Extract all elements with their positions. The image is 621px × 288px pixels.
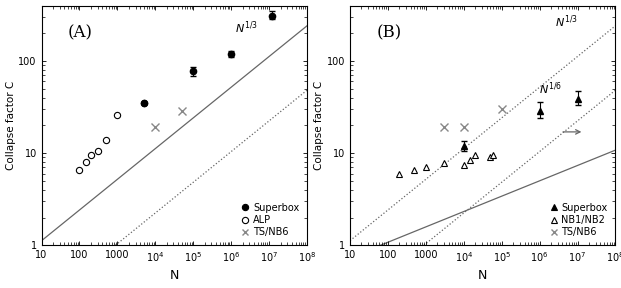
X-axis label: N: N [170,270,179,283]
X-axis label: N: N [478,270,487,283]
Text: $N^{1/6}$: $N^{1/6}$ [540,80,563,97]
Legend: Superbox, ALP, TS/NB6: Superbox, ALP, TS/NB6 [238,200,302,240]
Text: $N^{1/3}$: $N^{1/3}$ [235,19,258,36]
Y-axis label: Collapse factor C: Collapse factor C [314,81,324,170]
Y-axis label: Collapse factor C: Collapse factor C [6,81,16,170]
Text: (A): (A) [68,25,93,42]
Legend: Superbox, NB1/NB2, TS/NB6: Superbox, NB1/NB2, TS/NB6 [547,200,610,240]
Text: (B): (B) [376,25,402,42]
Text: $N^{1/3}$: $N^{1/3}$ [555,13,578,30]
